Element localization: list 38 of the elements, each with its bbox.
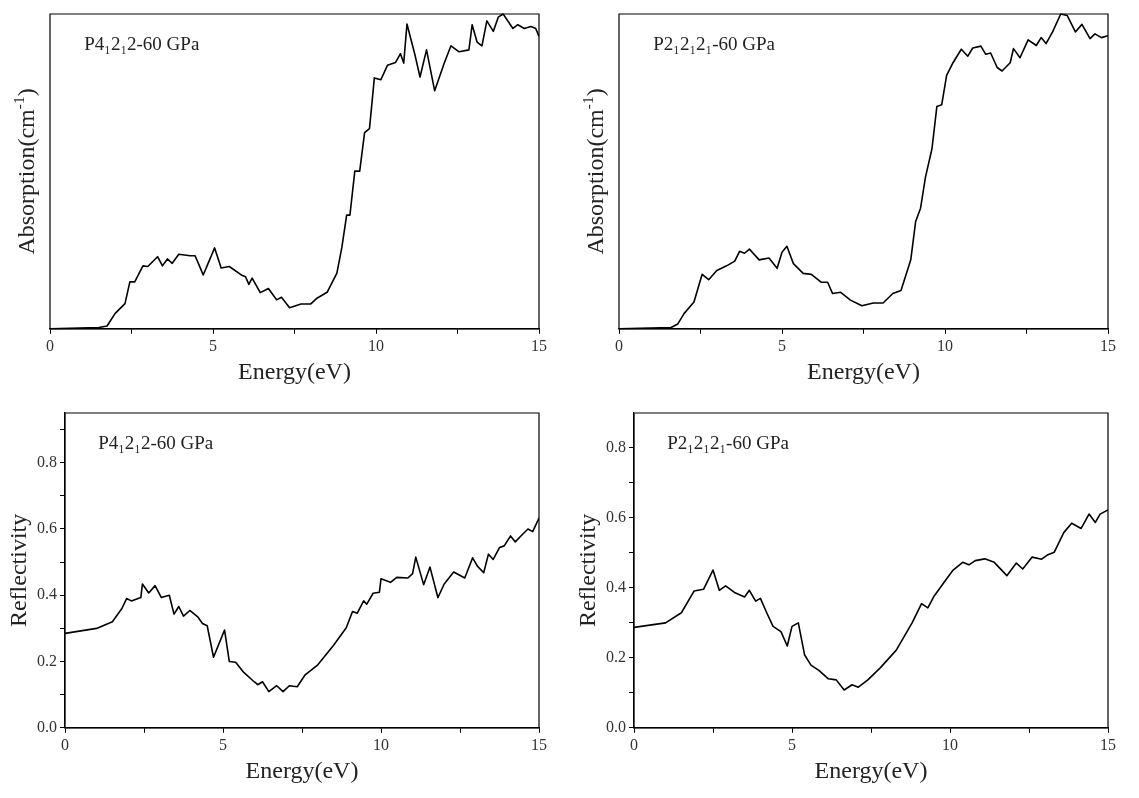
x-tick-label: 10 bbox=[937, 336, 953, 354]
y-tick-label: 0.2 bbox=[37, 651, 57, 669]
y-tick-label: 0.0 bbox=[606, 718, 626, 735]
x-tick-label: 15 bbox=[531, 336, 547, 354]
annotation: P4₁2₁2-60 GPa bbox=[98, 432, 214, 454]
x-tick-label: 5 bbox=[778, 336, 786, 354]
y-axis-title: Reflectivity bbox=[574, 513, 601, 628]
x-axis-title: Energy(eV) bbox=[245, 757, 359, 784]
x-tick-label: 5 bbox=[209, 336, 217, 354]
x-tick-label: 0 bbox=[630, 735, 638, 753]
x-tick-label: 0 bbox=[61, 735, 69, 753]
x-tick-label: 15 bbox=[1100, 735, 1116, 753]
y-tick-label: 0.6 bbox=[37, 519, 57, 537]
x-tick-label: 5 bbox=[788, 735, 796, 753]
annotation: P2₁2₁2₁-60 GPa bbox=[667, 432, 790, 454]
x-tick-label: 5 bbox=[219, 735, 227, 753]
y-tick-label: 0.4 bbox=[606, 578, 626, 596]
x-tick-label: 10 bbox=[373, 735, 389, 753]
x-tick-label: 15 bbox=[1100, 336, 1116, 354]
x-tick-label: 15 bbox=[531, 735, 547, 753]
y-tick-label: 0.8 bbox=[37, 452, 57, 470]
y-axis-title: Absorption(cm-1) bbox=[9, 88, 40, 255]
y-axis-title: Absorption(cm-1) bbox=[578, 88, 609, 255]
y-tick-label: 0.0 bbox=[37, 718, 57, 735]
x-tick-label: 0 bbox=[615, 336, 623, 354]
y-tick-label: 0.2 bbox=[606, 648, 626, 666]
y-axis-title: Reflectivity bbox=[5, 513, 32, 628]
y-tick-label: 0.6 bbox=[606, 508, 626, 526]
annotation: P2₁2₁2₁-60 GPa bbox=[653, 33, 776, 55]
x-axis-title: Energy(eV) bbox=[807, 358, 920, 385]
x-tick-label: 0 bbox=[46, 336, 54, 354]
y-tick-label: 0.4 bbox=[37, 585, 57, 603]
x-axis-title: Energy(eV) bbox=[238, 358, 351, 385]
annotation: P4₁2₁2-60 GPa bbox=[84, 33, 200, 55]
y-tick-label: 0.8 bbox=[606, 438, 626, 456]
x-tick-label: 10 bbox=[368, 336, 384, 354]
x-tick-label: 10 bbox=[942, 735, 958, 753]
x-axis-title: Energy(eV) bbox=[814, 757, 928, 784]
